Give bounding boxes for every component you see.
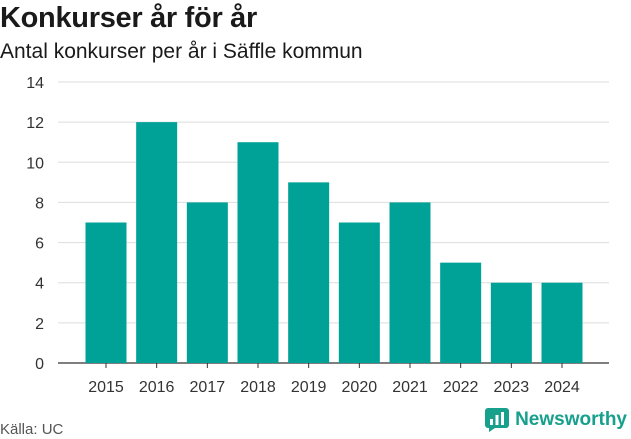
x-tick-label: 2019 bbox=[291, 379, 327, 396]
bar-2023 bbox=[490, 282, 532, 363]
y-tick-label: 2 bbox=[35, 316, 44, 333]
y-tick-label: 4 bbox=[35, 276, 44, 293]
x-tick-label: 2020 bbox=[342, 379, 378, 396]
y-tick-label: 14 bbox=[26, 75, 44, 92]
chart-subtitle: Antal konkurser per år i Säffle kommun bbox=[0, 40, 363, 63]
x-tick-label: 2024 bbox=[544, 379, 580, 396]
x-tick-label: 2015 bbox=[88, 379, 124, 396]
x-tick-label: 2023 bbox=[494, 379, 530, 396]
bar-2021 bbox=[389, 202, 431, 363]
x-axis-ticks: 2015 2016 2017 2018 2019 2020 2021 2022 2023 2024 bbox=[88, 363, 580, 396]
y-tick-label: 8 bbox=[35, 195, 44, 212]
x-tick-label: 2017 bbox=[190, 379, 226, 396]
brand-logo: Newsworthy bbox=[485, 408, 627, 432]
chart-title: Konkurser år för år bbox=[0, 2, 257, 34]
bar-2015 bbox=[85, 222, 127, 363]
y-tick-label: 10 bbox=[26, 155, 44, 172]
bar-2016 bbox=[136, 122, 178, 364]
bar-2024 bbox=[541, 282, 583, 363]
y-tick-label: 0 bbox=[35, 356, 44, 373]
bar-2018 bbox=[237, 142, 279, 363]
bar-2022 bbox=[440, 262, 482, 363]
x-tick-label: 2021 bbox=[392, 379, 428, 396]
x-tick-label: 2022 bbox=[443, 379, 479, 396]
bars bbox=[85, 122, 583, 364]
x-tick-label: 2016 bbox=[139, 379, 175, 396]
bar-2017 bbox=[186, 202, 228, 363]
y-tick-label: 6 bbox=[35, 236, 44, 253]
brand-name: Newsworthy bbox=[515, 409, 627, 430]
y-tick-label: 12 bbox=[26, 115, 44, 132]
y-axis-ticks: 0 2 4 6 8 10 12 14 bbox=[26, 75, 44, 373]
newsworthy-logo-icon bbox=[485, 408, 510, 432]
source-note: Källa: UC bbox=[0, 421, 64, 438]
x-tick-label: 2018 bbox=[240, 379, 276, 396]
bar-2019 bbox=[288, 182, 330, 363]
bar-2020 bbox=[338, 222, 380, 363]
